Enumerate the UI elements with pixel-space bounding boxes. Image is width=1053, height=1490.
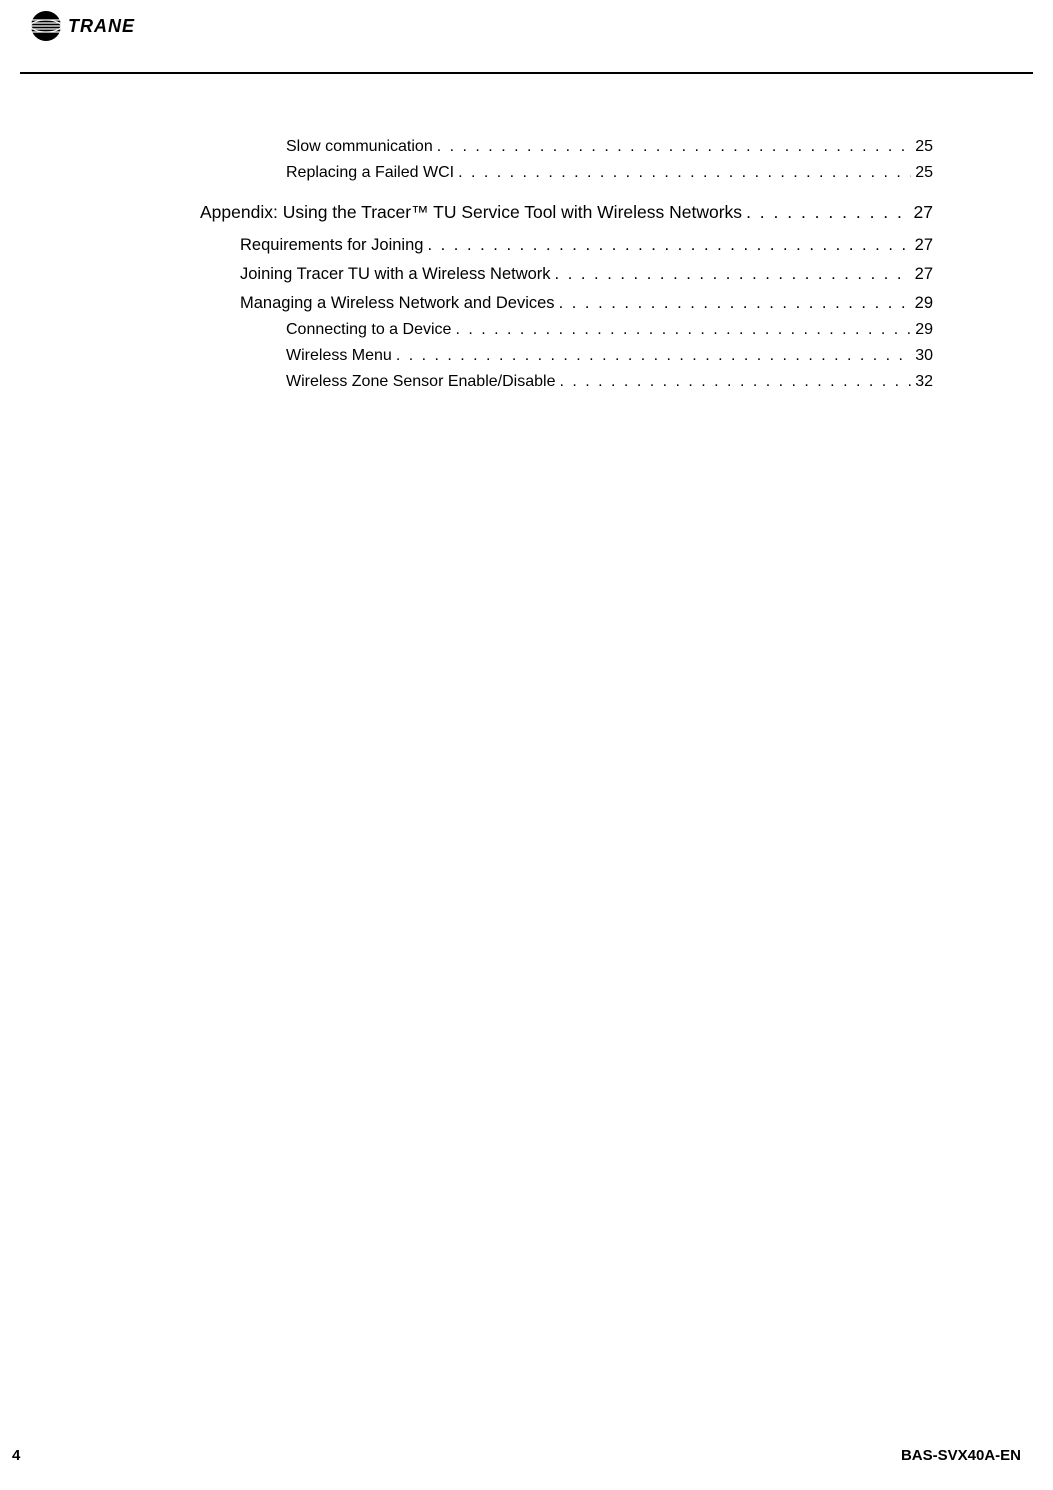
trane-globe-icon <box>30 10 62 42</box>
toc-leader-dots <box>742 199 909 225</box>
toc-entry-label: Wireless Zone Sensor Enable/Disable <box>286 370 555 394</box>
toc-entry-page: 29 <box>911 318 933 342</box>
toc-entry-level-1: Appendix: Using the Tracer™ TU Service T… <box>200 199 933 225</box>
toc-entry-level-3: Connecting to a Device 29 <box>286 318 933 342</box>
toc-entry-level-2: Joining Tracer TU with a Wireless Networ… <box>240 262 933 287</box>
toc-entry-label: Joining Tracer TU with a Wireless Networ… <box>240 262 551 287</box>
brand-logo-text: TRANE <box>68 16 135 37</box>
toc-entry-page: 32 <box>911 370 933 394</box>
toc-entry-level-2: Requirements for Joining 27 <box>240 233 933 258</box>
toc-entry-page: 27 <box>911 233 933 258</box>
toc-entry-label: Replacing a Failed WCI <box>286 161 454 185</box>
toc-entry-level-3: Slow communication 25 <box>286 135 933 159</box>
toc-entry-level-2: Managing a Wireless Network and Devices 2… <box>240 291 933 316</box>
page-number: 4 <box>12 1447 20 1464</box>
toc-entry-label: Connecting to a Device <box>286 318 451 342</box>
page-header: TRANE <box>0 0 1053 42</box>
toc-leader-dots <box>392 344 911 368</box>
toc-entry-page: 29 <box>911 291 933 316</box>
toc-content: Slow communication25Replacing a Failed W… <box>0 74 1053 394</box>
toc-entry-page: 27 <box>911 262 933 287</box>
toc-entry-label: Wireless Menu <box>286 344 392 368</box>
toc-entry-level-3: Replacing a Failed WCI 25 <box>286 161 933 185</box>
toc-entry-level-3: Wireless Zone Sensor Enable/Disable 32 <box>286 370 933 394</box>
toc-entry-label: Managing a Wireless Network and Devices <box>240 291 555 316</box>
toc-leader-dots <box>423 233 910 258</box>
toc-leader-dots <box>454 161 911 185</box>
page-footer: 4 BAS-SVX40A-EN <box>0 1447 1053 1464</box>
toc-leader-dots <box>551 262 911 287</box>
toc-entry-page: 25 <box>911 161 933 185</box>
toc-leader-dots <box>451 318 911 342</box>
toc-entry-page: 25 <box>911 135 933 159</box>
toc-leader-dots <box>433 135 911 159</box>
toc-entry-label: Appendix: Using the Tracer™ TU Service T… <box>200 199 742 225</box>
toc-entry-label: Requirements for Joining <box>240 233 423 258</box>
toc-entry-label: Slow communication <box>286 135 433 159</box>
toc-leader-dots <box>555 370 911 394</box>
document-id: BAS-SVX40A-EN <box>901 1447 1021 1464</box>
toc-entry-level-3: Wireless Menu 30 <box>286 344 933 368</box>
toc-leader-dots <box>555 291 911 316</box>
toc-entry-page: 27 <box>910 199 933 225</box>
toc-entry-page: 30 <box>911 344 933 368</box>
brand-logo: TRANE <box>30 10 1023 42</box>
